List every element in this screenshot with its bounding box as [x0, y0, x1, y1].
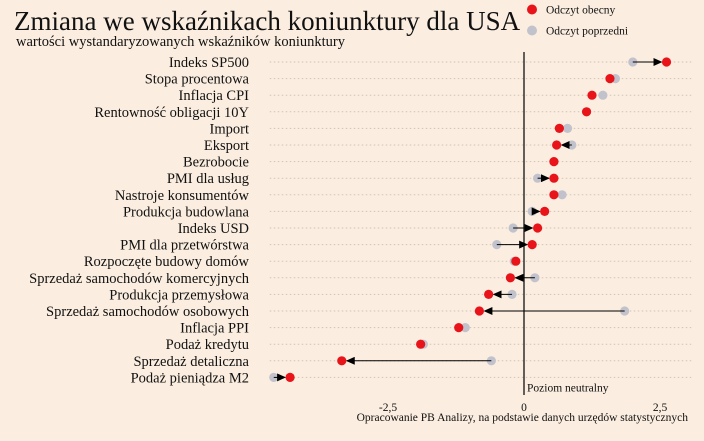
current-dot [587, 90, 597, 100]
category-label: Podaż pieniądza M2 [131, 370, 249, 386]
current-dot [581, 107, 592, 117]
legend: Odczyt obecny Odczyt poprzedni [527, 4, 628, 38]
category-label: PMI dla przetwórstwa [120, 238, 249, 254]
current-dot [285, 372, 295, 382]
category-label: Bezrobocie [183, 155, 249, 171]
legend-previous-dot [527, 25, 537, 36]
chart-subtitle: wartości wystandaryzowanych wskaźników k… [16, 34, 345, 50]
current-dot [337, 356, 347, 366]
axis-layer: -2,5 0 2,5 [379, 52, 668, 414]
current-dot [484, 289, 494, 299]
category-label: Stopa procentowa [145, 72, 250, 88]
current-dot [554, 123, 564, 133]
current-dot [505, 273, 515, 283]
category-label: Import [210, 121, 249, 137]
legend-current-label: Odczyt obecny [546, 5, 616, 17]
current-dot [540, 206, 550, 216]
category-label: Sprzedaż detaliczna [133, 354, 249, 370]
category-label: Inflacja PPI [180, 321, 249, 337]
current-dot [549, 157, 559, 167]
legend-previous-label: Odczyt poprzedni [546, 26, 628, 38]
x-tick-label: 2,5 [653, 402, 668, 414]
neutral-level-label: Poziom neutralny [527, 383, 609, 395]
chart-title: Zmiana we wskaźnikach koniunktury dla US… [14, 6, 521, 36]
category-label: Produkcja przemysłowa [109, 287, 249, 303]
category-label: Indeks SP500 [169, 55, 249, 71]
source-note: Opracowanie PB Analizy, na podstawie dan… [357, 412, 689, 424]
category-label: Eksport [204, 138, 249, 154]
x-tick-label: -2,5 [379, 402, 397, 414]
category-label: Inflacja CPI [179, 88, 250, 104]
legend-current-dot [527, 4, 537, 15]
previous-dot [562, 123, 573, 133]
previous-dot [598, 90, 608, 100]
category-label: Sprzedaż samochodów osobowych [46, 304, 250, 320]
category-label: PMI dla usług [167, 171, 249, 187]
current-dot [552, 140, 562, 150]
previous-dot [557, 190, 567, 200]
current-dot [454, 323, 464, 333]
grid-layer [269, 61, 692, 378]
current-dot [549, 190, 559, 200]
current-dot [533, 223, 543, 233]
current-dot [549, 173, 559, 183]
current-dot [605, 74, 615, 84]
category-label: Sprzedaż samochodów komercyjnych [29, 271, 250, 287]
current-dot [527, 240, 537, 250]
current-dot [511, 256, 521, 266]
category-label: Nastroje konsumentów [115, 188, 250, 204]
current-dot [661, 57, 672, 67]
category-label: Rozpoczęte budowy domów [84, 254, 250, 270]
category-label: Indeks USD [178, 221, 249, 237]
category-label: Produkcja budowlana [123, 204, 250, 220]
current-dot [416, 339, 426, 349]
category-label: Podaż kredytu [166, 337, 249, 353]
category-label: Rentowność obligacji 10Y [94, 105, 249, 121]
previous-dot [460, 323, 470, 333]
current-dot [474, 306, 484, 316]
data-marks [269, 57, 672, 382]
x-tick-label: 0 [521, 402, 527, 414]
